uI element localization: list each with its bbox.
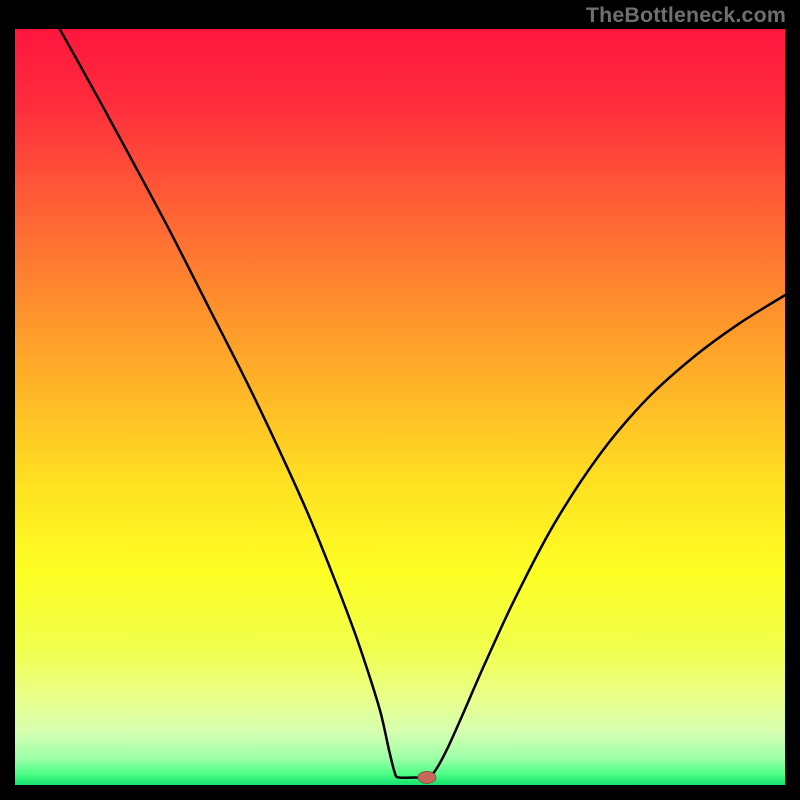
- watermark-text: TheBottleneck.com: [586, 3, 786, 28]
- plot-area: [15, 29, 785, 785]
- bottleneck-curve: [15, 29, 785, 785]
- chart-frame: TheBottleneck.com: [0, 0, 800, 800]
- minimum-marker: [418, 771, 436, 783]
